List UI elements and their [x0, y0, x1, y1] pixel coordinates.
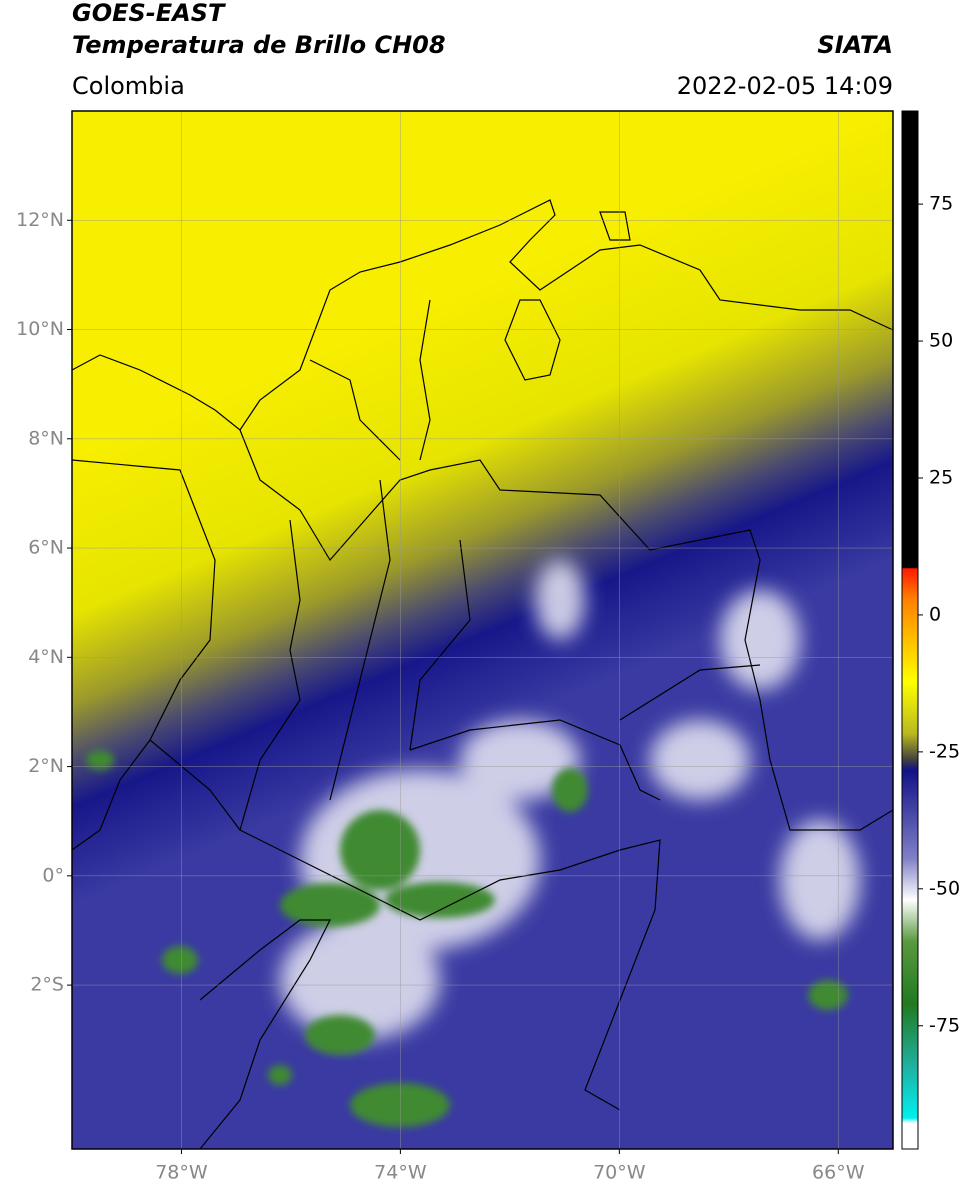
y-tick-label: 10°N	[16, 318, 64, 340]
datetime: 2022-02-05 14:09	[677, 72, 893, 100]
y-tick-label: 2°S	[30, 974, 64, 996]
map-image	[72, 111, 893, 1149]
y-tick-label: 4°N	[28, 646, 64, 668]
y-tick-label: 8°N	[28, 427, 64, 449]
colorbar-tick-label: -50	[929, 877, 960, 899]
y-tick-label: 12°N	[16, 209, 64, 231]
region: Colombia	[72, 72, 185, 100]
colorbar	[901, 110, 919, 1150]
colorbar-tick-label: -25	[929, 740, 960, 762]
y-tick-label: 2°N	[28, 755, 64, 777]
map-frame	[71, 110, 894, 1150]
colorbar-tick-label: -75	[929, 1014, 960, 1036]
colorbar-tick-label: 50	[929, 330, 953, 352]
subtitle: Temperatura de Brillo CH08	[72, 31, 446, 59]
x-tick-label: 78°W	[155, 1162, 208, 1184]
source: SIATA	[817, 31, 893, 59]
x-tick-label: 66°W	[812, 1162, 865, 1184]
grid	[72, 111, 893, 1149]
ticks: 78°W 74°W 70°W 66°W 2°S 0° 2°N 4°N 6°N 8°N 10°N 12°…	[16, 193, 960, 1184]
y-tick-label: 0°	[42, 864, 64, 886]
colorbar-tick-label: 25	[929, 466, 953, 488]
x-tick-label: 74°W	[374, 1162, 427, 1184]
colorbar-tick-label: 0	[929, 603, 941, 625]
x-tick-label: 70°W	[593, 1162, 646, 1184]
title: GOES-EAST	[72, 0, 226, 27]
y-tick-label: 6°N	[28, 537, 64, 559]
colorbar-tick-label: 75	[929, 193, 953, 215]
